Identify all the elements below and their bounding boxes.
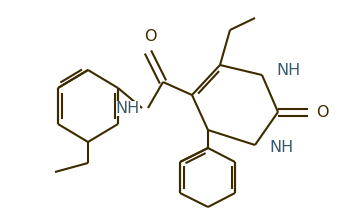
Text: NH: NH [116,101,140,116]
Text: O: O [316,104,329,119]
Text: NH: NH [269,141,293,156]
Text: NH: NH [276,62,300,77]
Text: O: O [144,29,156,44]
